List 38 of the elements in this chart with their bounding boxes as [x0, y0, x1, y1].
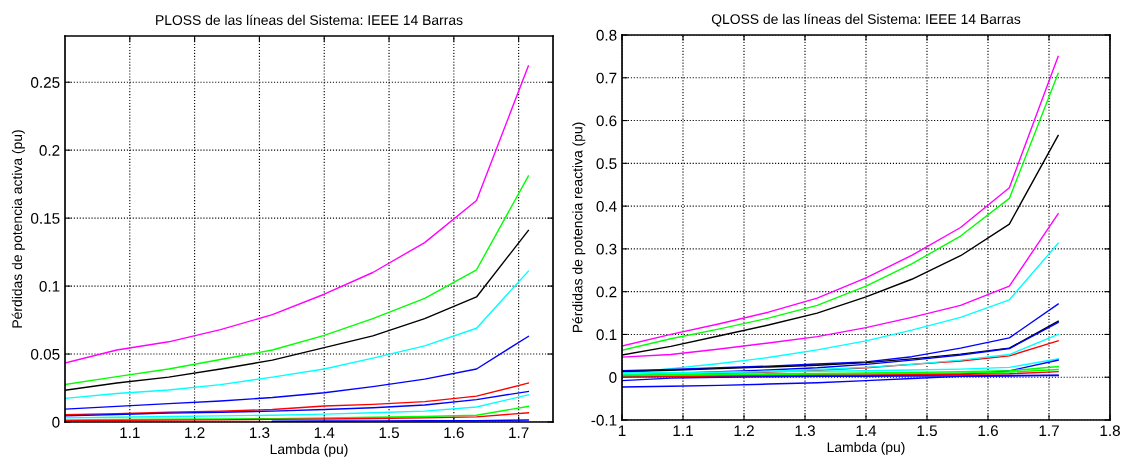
- y-tick-label: 0.1: [39, 280, 60, 292]
- x-tick-label: 1.6: [978, 425, 998, 437]
- y-tick-label: 0.25: [31, 77, 60, 88]
- y-axis-title: Pérdidas de potencia activa (pu): [11, 130, 25, 328]
- y-tick-label: 0.7: [596, 72, 617, 84]
- x-tick-label: 1.8: [1100, 425, 1120, 437]
- x-axis-title: Lambda (pu): [827, 441, 905, 455]
- y-tick-label: 0.6: [596, 115, 617, 127]
- x-tick-label: 1.1: [673, 425, 693, 436]
- y-tick-label: 0: [609, 372, 617, 383]
- x-tick-label: 1.6: [444, 427, 464, 439]
- x-tick-label: 1.3: [795, 425, 815, 437]
- x-tick-label: 1.7: [1039, 425, 1059, 436]
- x-tick-label: 1.4: [314, 427, 335, 438]
- y-tick-label: 0.4: [596, 200, 617, 212]
- x-tick-label: 1.3: [249, 427, 270, 439]
- x-tick-label: 1.2: [734, 425, 754, 436]
- y-tick-label: 0.5: [596, 158, 617, 170]
- y-tick-label: 0: [52, 416, 60, 428]
- x-tick-label: 1.5: [379, 427, 400, 439]
- x-tick-label: 1.1: [120, 427, 140, 438]
- chart-title: QLOSS de las líneas del Sistema: IEEE 14 Barras: [711, 13, 1021, 27]
- y-tick-label: 0.2: [596, 286, 617, 298]
- y-tick-label: 0.05: [31, 348, 60, 360]
- y-tick-label: 0.1: [596, 329, 617, 341]
- x-axis-title: Lambda (pu): [270, 443, 348, 457]
- y-tick-label: -0.1: [591, 414, 617, 426]
- x-tick-label: 1.7: [509, 427, 529, 438]
- y-tick-label: 0.8: [596, 29, 617, 41]
- x-tick-label: 1.5: [917, 425, 937, 437]
- y-axis-title: Pérdidas de potencia reactiva (pu): [572, 122, 586, 333]
- x-tick-label: 1.4: [856, 425, 877, 436]
- y-tick-label: 0.15: [31, 212, 60, 224]
- x-tick-label: 1.2: [185, 427, 205, 438]
- chart-title: PLOSS de las líneas del Sistema: IEEE 14 Barras: [156, 14, 463, 26]
- y-tick-label: 0.3: [596, 243, 617, 255]
- x-tick-label: 1: [618, 425, 626, 436]
- y-tick-label: 0.2: [39, 145, 60, 156]
